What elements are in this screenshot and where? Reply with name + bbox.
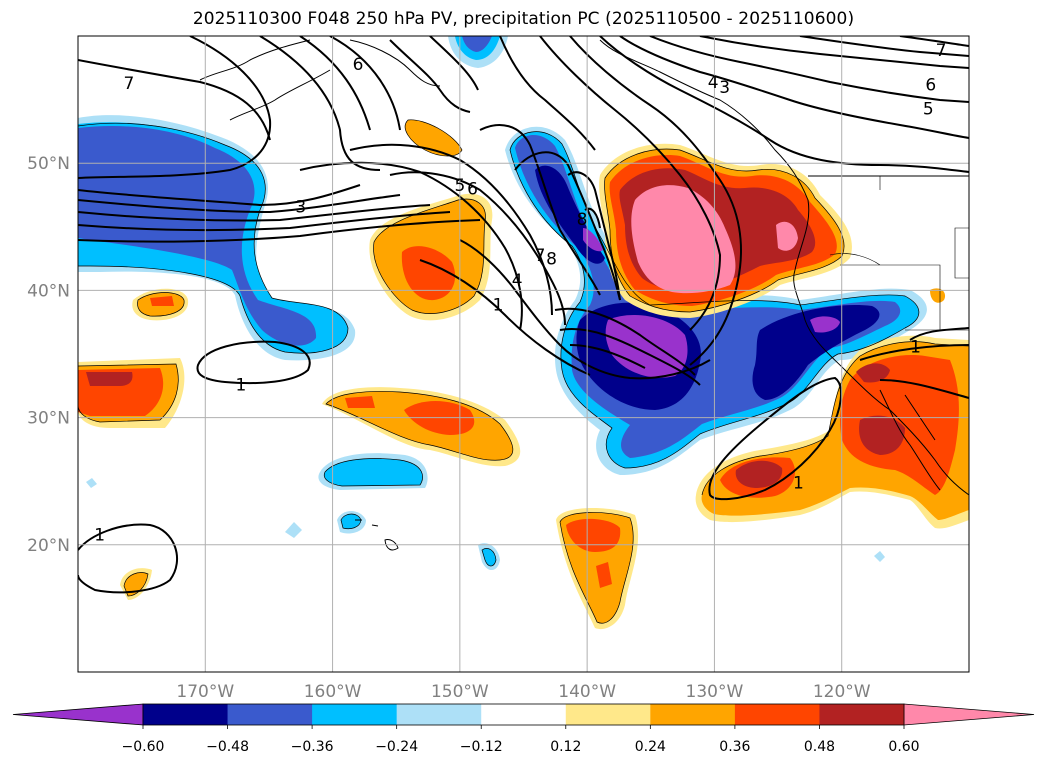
colorbar-segment [565,704,651,725]
lat-tick-label: 20°N [27,536,70,556]
contour-label: 8 [577,210,588,230]
lon-tick-label: 150°W [431,682,489,702]
colorbar-tick-label: 0.60 [888,739,919,755]
contour-label: 7 [535,246,546,266]
lat-tick-labels: 20°N 30°N 40°N 50°N [27,154,70,556]
colorbar-segment [819,704,905,725]
colorbar-frame [142,703,905,726]
anomaly-blue-se-small [874,551,885,562]
contour-1-east [708,376,842,501]
colorbar-segment [396,704,482,725]
contour-1-sw [78,523,179,594]
anomaly-orange-se2 [930,288,946,303]
contour-label: 1 [236,376,247,396]
anomaly-skyblue-hawaii [341,514,361,529]
colorbar-segment [734,704,820,725]
graticule [78,36,969,672]
contour-label: 1 [94,526,105,546]
colorbar-segment [227,704,313,725]
contour-label: 6 [467,180,478,200]
lat-tick-label: 30°N [27,409,70,429]
colorbar-tick-label: 0.12 [550,739,581,755]
lon-tick-label: 140°W [558,682,616,702]
anomaly-blue-small3 [86,478,97,488]
shading-outlines [78,119,969,624]
contour-label: 4 [512,271,523,291]
colorbar-extend-low [12,703,144,726]
contour-label: 8 [546,250,557,270]
bc-coast [599,39,810,271]
anomaly-orangered-band2 [345,396,375,408]
contour-label: 6 [353,55,364,75]
lon-tick-label: 130°W [686,682,744,702]
colorbar-tick-labels: −0.60 −0.48 −0.36 −0.24 −0.12 0.12 0.24 0.36 0.4… [122,725,920,755]
anomaly-firebrick-se [735,363,905,488]
colorbar-extend-high [903,703,1035,726]
colorbar-tick-label: 0.24 [635,739,666,755]
anomaly-orangered-s2 [596,562,612,588]
contour-1-se [909,327,969,341]
anomaly-royalblue-topc [462,36,492,52]
lon-tick-label: 170°W [176,682,234,702]
colorbar-tick-label: −0.36 [291,739,334,755]
colorbar [12,703,1035,726]
contour-1-west [196,340,311,385]
anomaly-orangered-c [401,246,456,301]
lat-tick-label: 40°N [27,281,70,301]
colorbar-tick-label: −0.48 [206,739,249,755]
colorbar-tick-label: −0.24 [375,739,418,755]
anomaly-orangered-se [720,355,959,498]
map-title: 2025110300 F048 250 hPa PV, precipitatio… [192,9,855,29]
anomaly-orange-16n [124,572,148,596]
contour-label: 3 [719,78,730,98]
anomaly-orange-c2 [405,119,462,156]
colorbar-tick-label: 0.36 [719,739,750,755]
colorbar-tick-label: −0.12 [460,739,503,755]
lon-tick-label: 120°W [813,682,871,702]
contour-label: 5 [454,176,465,196]
lat-tick-label: 50°N [27,154,70,174]
pv-contours [78,36,969,594]
anomaly-firebrick-w [86,372,133,386]
contour-label: 7 [936,41,947,61]
contour-label: 6 [925,75,936,95]
interior-borders [829,176,969,331]
contour-label: 7 [124,74,135,94]
map-frame [77,35,970,673]
colorbar-segment [143,704,229,725]
hawaii-islands [355,519,399,551]
lon-tick-labels: 170°W 160°W 150°W 140°W 130°W 120°W [176,682,870,702]
anomaly-orangered-w2 [150,296,174,306]
contour-label: 3 [295,197,306,217]
anomaly-blue-small1 [285,522,302,538]
us-west-coast [793,269,969,496]
colorbar-segment [481,704,567,725]
contour-label: 1 [793,473,804,493]
lon-tick-label: 160°W [304,682,362,702]
contour-label: 1 [910,337,921,357]
anomaly-skyblue-27n [324,458,423,486]
colorbar-tick-label: 0.48 [804,739,835,755]
colorbar-tick-label: −0.60 [122,739,165,755]
anomaly-royalblue-nw [78,126,317,346]
contour-label: 1 [493,295,504,315]
anomaly-orangered-s [566,518,621,552]
contour-label: 5 [923,100,934,120]
anomaly-skyblue-small2 [482,548,496,566]
colorbar-segment [650,704,736,725]
colorbar-segment [312,704,398,725]
contour-label: 4 [708,73,719,93]
